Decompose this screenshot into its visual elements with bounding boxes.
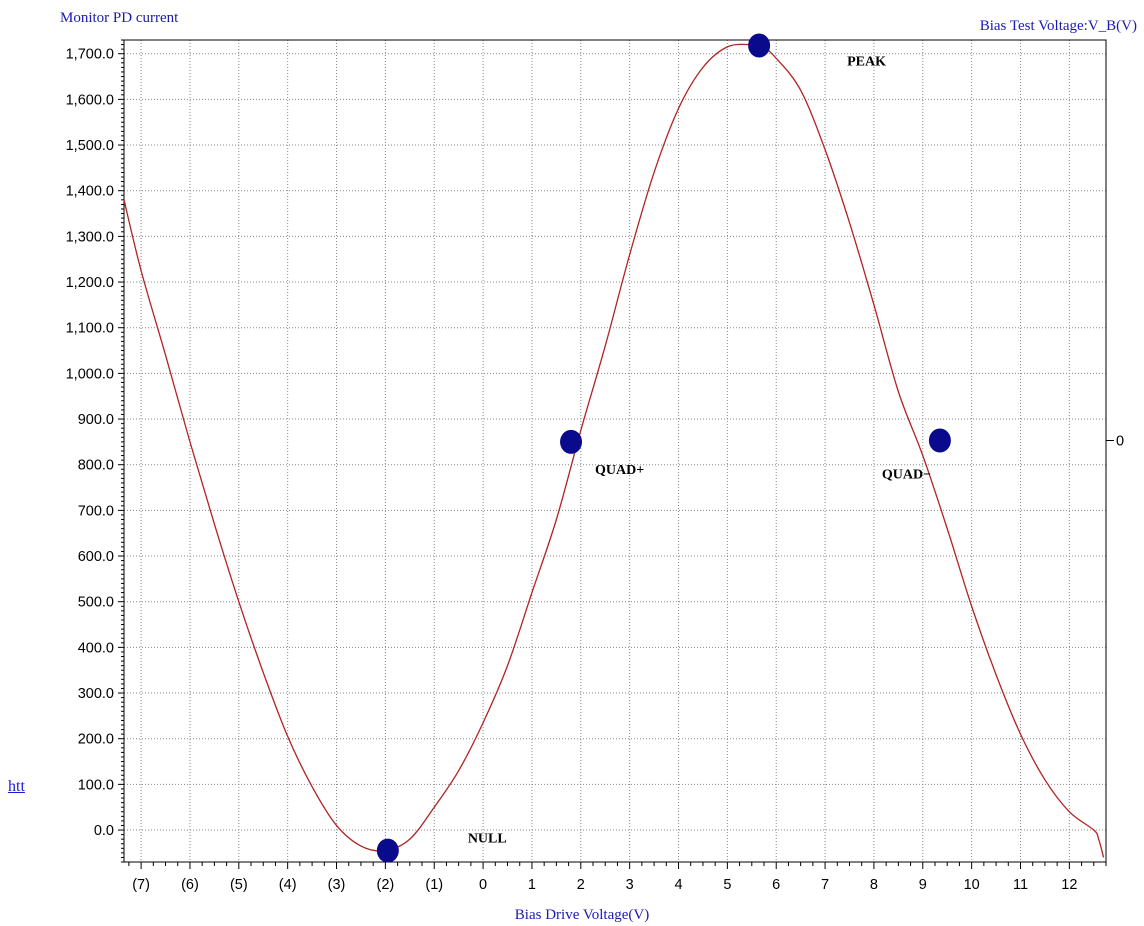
y-tick-label: 700.0 bbox=[78, 503, 114, 519]
y-tick-label: 1,400.0 bbox=[66, 184, 114, 200]
x-tick-label: (5) bbox=[230, 877, 248, 893]
chart-title-right: Bias Test Voltage:V_B(V) bbox=[980, 18, 1137, 34]
y-tick-label: 400.0 bbox=[78, 640, 114, 656]
x-tick-label: 12 bbox=[1061, 877, 1077, 893]
y-tick-label: 1,600.0 bbox=[66, 92, 114, 108]
x-tick-label: (2) bbox=[377, 877, 395, 893]
y-tick-label: 1,200.0 bbox=[66, 275, 114, 291]
x-tick-label: 2 bbox=[577, 877, 585, 893]
annotation-label: PEAK bbox=[847, 54, 886, 69]
y-tick-label: 200.0 bbox=[78, 732, 114, 748]
x-tick-label: 7 bbox=[821, 877, 829, 893]
x-tick-label: 0 bbox=[479, 877, 487, 893]
data-point-marker bbox=[928, 428, 951, 453]
annotation-label: NULL bbox=[468, 832, 507, 847]
y-tick-label: 1,700.0 bbox=[66, 47, 114, 63]
chart-title-left: Monitor PD current bbox=[60, 10, 179, 26]
x-tick-label: (1) bbox=[425, 877, 443, 893]
x-axis-title: Bias Drive Voltage(V) bbox=[515, 907, 649, 923]
annotation-label: QUAD− bbox=[882, 467, 931, 482]
y-tick-label: 300.0 bbox=[78, 686, 114, 702]
x-tick-label: 9 bbox=[919, 877, 927, 893]
series bbox=[123, 43, 1105, 858]
series-line bbox=[123, 43, 1105, 858]
data-point-marker bbox=[560, 429, 583, 454]
grid bbox=[124, 40, 1106, 862]
y-tick-label: 1,100.0 bbox=[66, 321, 114, 337]
y-tick-label: 900.0 bbox=[78, 412, 114, 428]
y-tick-label: 1,000.0 bbox=[66, 366, 114, 382]
x-tick-label: 8 bbox=[870, 877, 878, 893]
y-tick-label: 1,300.0 bbox=[66, 229, 114, 245]
x-tick-label: 1 bbox=[528, 877, 536, 893]
data-point-marker bbox=[748, 33, 771, 58]
annotation-label: QUAD+ bbox=[595, 463, 644, 478]
x-tick-label: 11 bbox=[1013, 877, 1028, 893]
y-tick-label: 0.0 bbox=[94, 823, 114, 839]
x-tick-label: 10 bbox=[964, 877, 980, 893]
x-tick-label: (6) bbox=[181, 877, 199, 893]
x-tick-label: 4 bbox=[674, 877, 682, 893]
x-tick-label: (4) bbox=[279, 877, 297, 893]
side-link[interactable]: htt bbox=[8, 778, 25, 795]
markers: NULL QUAD+ PEAK QUAD− bbox=[376, 33, 951, 863]
y-tick-label: 100.0 bbox=[78, 777, 114, 793]
x-tick-label: 6 bbox=[772, 877, 780, 893]
y-tick-label: 600.0 bbox=[78, 549, 114, 565]
right-axis-label: 0 bbox=[1116, 433, 1124, 449]
x-tick-label: 3 bbox=[626, 877, 634, 893]
axes: 0.0100.0200.0300.0400.0500.0600.0700.080… bbox=[66, 39, 1124, 893]
x-tick-label: (7) bbox=[132, 877, 150, 893]
x-tick-label: (3) bbox=[328, 877, 346, 893]
y-tick-label: 500.0 bbox=[78, 595, 114, 611]
data-point-marker bbox=[376, 838, 399, 863]
y-tick-label: 800.0 bbox=[78, 458, 114, 474]
x-tick-label: 5 bbox=[723, 877, 731, 893]
y-tick-label: 1,500.0 bbox=[66, 138, 114, 154]
